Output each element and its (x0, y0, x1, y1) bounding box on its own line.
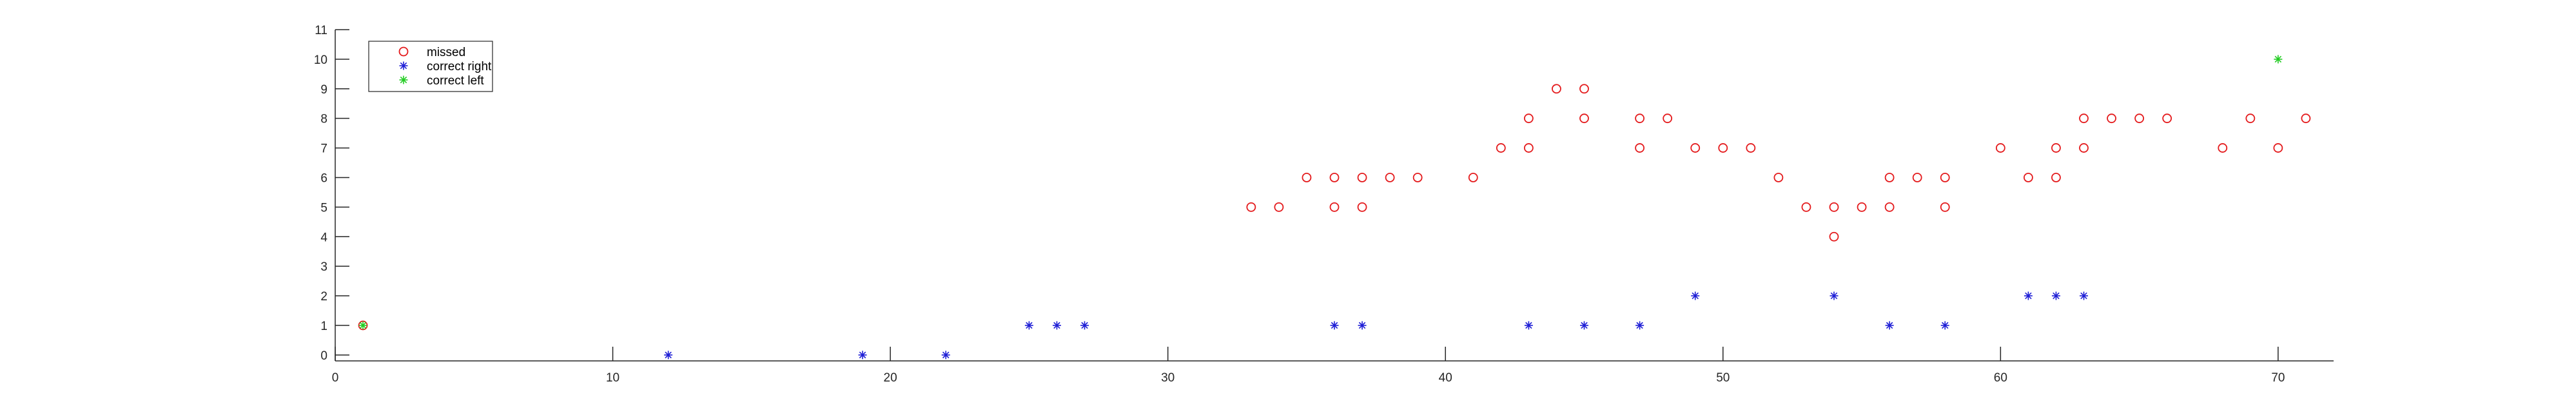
point-missed (1274, 202, 1284, 212)
y-tick-label: 9 (320, 83, 327, 97)
point-correct-right (1940, 321, 1949, 330)
point-missed (1773, 173, 1784, 182)
point-missed (2162, 113, 2172, 124)
x-tick-label: 0 (332, 371, 339, 385)
y-tick-label: 1 (320, 320, 327, 333)
point-correct-right (1080, 321, 1089, 330)
point-correct-right (664, 351, 673, 360)
y-tick-label: 5 (320, 201, 327, 215)
point-missed (1412, 173, 1423, 182)
point-missed (1357, 173, 1367, 182)
legend-marker (398, 46, 409, 57)
point-missed (2245, 113, 2256, 124)
point-correct-right (1580, 321, 1588, 330)
point-correct-right (2024, 291, 2033, 300)
point-correct-right (1358, 321, 1367, 330)
point-missed (2107, 113, 2116, 124)
point-missed (2051, 173, 2061, 182)
point-correct-right (858, 351, 867, 360)
x-tick-label: 70 (2271, 371, 2285, 385)
point-correct-right (2051, 291, 2060, 300)
point-missed (1884, 173, 1895, 182)
point-missed (1746, 143, 1756, 153)
point-missed (1523, 113, 1534, 124)
point-missed (1246, 202, 1256, 212)
legend-label: correct right (427, 60, 492, 73)
point-missed (1801, 202, 1811, 212)
y-tick-label: 0 (320, 349, 327, 363)
point-missed (1718, 143, 1728, 153)
point-missed (1884, 202, 1895, 212)
y-tick-label: 8 (320, 113, 327, 126)
legend-label: correct left (427, 74, 484, 88)
point-missed (1357, 202, 1367, 212)
point-missed (1302, 173, 1312, 182)
point-missed (1468, 173, 1478, 182)
point-missed (2079, 143, 2089, 153)
legend-marker (399, 75, 408, 84)
x-tick-label: 50 (1716, 371, 1730, 385)
y-tick-label: 6 (320, 171, 327, 185)
point-missed (1552, 84, 1561, 94)
point-correct-right (1524, 321, 1533, 330)
point-missed (1829, 231, 1839, 242)
point-missed (2079, 113, 2089, 124)
legend-box (368, 41, 493, 92)
point-missed (1912, 173, 1922, 182)
y-tick-label: 10 (314, 53, 327, 67)
point-missed (2023, 173, 2033, 182)
point-correct-left (2274, 55, 2283, 64)
axes: 0 1 2 3 4 5 6 7 8 9 10 11 0 10 20 30 40 50 60 70 (314, 24, 2334, 385)
point-missed (1857, 202, 1867, 212)
point-missed (2134, 113, 2145, 124)
point-missed (1329, 173, 1340, 182)
point-missed (1385, 173, 1395, 182)
y-tick-label: 11 (315, 24, 327, 37)
data-points (358, 55, 2311, 360)
point-missed (2273, 143, 2283, 153)
point-correct-right (1052, 321, 1061, 330)
point-correct-left (358, 321, 367, 330)
y-tick-label: 3 (320, 260, 327, 274)
point-missed (1579, 113, 1589, 124)
point-missed (1523, 143, 1534, 153)
y-tick-label: 4 (320, 231, 327, 244)
legend-label: missed (427, 46, 465, 59)
x-tick-label: 30 (1161, 371, 1175, 385)
point-missed (1940, 202, 1950, 212)
point-missed (1329, 202, 1340, 212)
point-correct-right (2080, 291, 2088, 300)
point-correct-right (1635, 321, 1644, 330)
point-correct-right (1830, 291, 1839, 300)
point-correct-right (1691, 291, 1700, 300)
point-missed (1496, 143, 1506, 153)
point-missed (1635, 143, 1645, 153)
point-missed (1663, 113, 1673, 124)
y-tick-label: 2 (320, 290, 327, 304)
x-tick-label: 40 (1439, 371, 1452, 385)
point-correct-right (1330, 321, 1339, 330)
x-tick-label: 10 (606, 371, 620, 385)
point-correct-right (1885, 321, 1894, 330)
x-tick-label: 20 (884, 371, 897, 385)
legend-marker (399, 61, 408, 70)
point-missed (1690, 143, 1701, 153)
point-correct-right (941, 351, 950, 360)
point-missed (2218, 143, 2228, 153)
point-missed (2301, 113, 2311, 124)
point-missed (2051, 143, 2061, 153)
point-missed (1940, 173, 1950, 182)
point-missed (1995, 143, 2005, 153)
point-missed (1635, 113, 1645, 124)
point-missed (1579, 84, 1589, 94)
x-tick-label: 60 (1994, 371, 2007, 385)
y-tick-label: 7 (320, 142, 327, 156)
point-missed (1829, 202, 1839, 212)
point-correct-right (1024, 321, 1033, 330)
